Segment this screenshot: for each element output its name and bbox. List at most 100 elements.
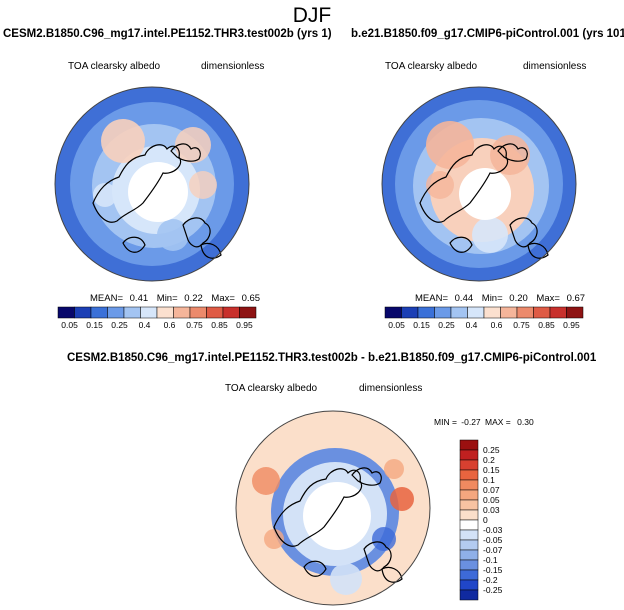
map-region-3	[330, 563, 362, 595]
panel-2-colorbar-tick-0: 0.05	[388, 320, 405, 330]
panel-2-title: b.e21.B1850.f09_g17.CMIP6-piControl.001 …	[351, 28, 624, 40]
panel-1-colorbar-swatch-11	[239, 306, 257, 319]
map-coastline-3	[527, 242, 549, 259]
panel-2-colorbar-tick-6: 0.85	[538, 320, 555, 330]
panel-2-colorbar-swatch-5	[467, 306, 485, 319]
panel-1-colorbar-tick-6: 0.85	[211, 320, 228, 330]
panel-1-colorbar-swatch-10	[222, 306, 240, 319]
panel-2-colorbar-tick-2: 0.25	[438, 320, 455, 330]
panel-2-colorbar-tick-1: 0.15	[413, 320, 430, 330]
panel-1-colorbar-swatch-1	[74, 306, 92, 319]
panel-3-colorbar-tick-0: 0.25	[483, 445, 500, 455]
map-coastline-0	[92, 144, 182, 223]
panel-3-colorbar-swatch-11	[459, 549, 479, 561]
panel-3-colorbar-tick-10: -0.07	[483, 545, 503, 555]
map-region-1	[175, 127, 211, 163]
map-region-1	[490, 135, 530, 175]
panel-1-colorbar-swatch-6	[156, 306, 174, 319]
panel-2-colorbar-swatch-10	[549, 306, 567, 319]
map-region-4	[264, 529, 284, 549]
map-border	[54, 86, 250, 282]
panel-3-colorbar-tick-14: -0.25	[483, 585, 503, 595]
panel-2-colorbar-swatch-3	[434, 306, 452, 319]
panel-3-colorbar-swatch-14	[459, 579, 479, 591]
panel-2-colorbar-tick-5: 0.75	[513, 320, 530, 330]
panel-3-colorbar-swatch-6	[459, 499, 479, 511]
panel-1-colorbar-swatch-7	[173, 306, 191, 319]
panel-3-stats: MIN = -0.27 MAX = 0.30	[434, 417, 534, 427]
panel-3-colorbar-swatch-8	[459, 519, 479, 531]
map-coastline-2	[509, 217, 538, 248]
map-region-2	[426, 171, 454, 199]
panel-3-min-label: MIN =	[434, 417, 457, 427]
map-coastline-4	[303, 560, 327, 577]
panel-3-colorbar-tick-9: -0.05	[483, 535, 503, 545]
panel-1-colorbar-swatch-2	[90, 306, 108, 319]
panel-3-title: CESM2.B1850.C96_mg17.intel.PE1152.THR3.t…	[67, 352, 597, 364]
panel-2-colorbar-swatch-2	[417, 306, 435, 319]
panel-3-max: 0.30	[517, 417, 534, 427]
panel-3-colorbar-tick-3: 0.1	[483, 475, 495, 485]
panel-1-colorbar-tick-2: 0.25	[111, 320, 128, 330]
panel-3-colorbar-tick-1: 0.2	[483, 455, 495, 465]
panel-3-colorbar-swatch-7	[459, 509, 479, 521]
panel-1-colorbar-tick-5: 0.75	[186, 320, 203, 330]
map-coastline-3	[200, 242, 222, 259]
map-region-5	[372, 527, 396, 551]
panel-1-colorbar-swatch-5	[140, 306, 158, 319]
panel-1-units: dimensionless	[201, 61, 265, 72]
panel-1-colorbar-swatch-8	[189, 306, 207, 319]
panel-2-colorbar-tick-3: 0.4	[466, 320, 478, 330]
panel-3-colorbar-swatch-3	[459, 469, 479, 481]
panel-3-max-label: MAX =	[485, 417, 511, 427]
panel-1-field-label: TOA clearsky albedo	[68, 61, 161, 72]
map-polar-cap	[128, 162, 188, 222]
panel-1-map	[54, 86, 250, 282]
panel-1-colorbar-tick-1: 0.15	[86, 320, 103, 330]
panel-1-max-label: Max=	[211, 293, 235, 304]
map-coastline-0	[273, 468, 363, 547]
map-polar-cap	[303, 482, 371, 550]
panel-2-stats: MEAN= 0.44 Min= 0.20 Max= 0.67	[415, 293, 585, 304]
panel-3-colorbar-tick-12: -0.15	[483, 565, 503, 575]
panel-1-min-label: Min=	[156, 293, 178, 304]
panel-3-colorbar-tick-11: -0.1	[483, 555, 498, 565]
panel-3-colorbar-swatch-12	[459, 559, 479, 571]
panel-3-colorbar-swatch-5	[459, 489, 479, 501]
map-coastline-4	[449, 236, 473, 253]
panel-3-colorbar-swatch-15	[459, 589, 479, 601]
map-coastline-1	[351, 467, 382, 486]
panel-2-colorbar-swatch-8	[516, 306, 534, 319]
map-polar-cap	[459, 168, 511, 220]
panel-3-colorbar-swatch-1	[459, 449, 479, 461]
panel-2-min: 0.20	[509, 293, 528, 304]
panel-1-mean-label: MEAN=	[90, 293, 123, 304]
panel-2-colorbar: 0.05 0.15 0.25 0.4 0.6 0.75 0.85 0.95	[384, 306, 584, 330]
map-region-0	[252, 467, 280, 495]
panel-3-colorbar-tick-4: 0.07	[483, 485, 500, 495]
map-coastline-1	[497, 143, 528, 162]
panel-1-colorbar-tick-0: 0.05	[61, 320, 78, 330]
panel-1-min: 0.22	[184, 293, 203, 304]
panel-3-colorbar-swatch-4	[459, 479, 479, 491]
panel-2-map	[381, 86, 577, 282]
panel-2-colorbar-swatch-6	[483, 306, 501, 319]
panel-1-colorbar-tick-4: 0.6	[164, 320, 176, 330]
panel-2-colorbar-swatch-11	[566, 306, 584, 319]
panel-2-max: 0.67	[566, 293, 586, 304]
panel-2-field-label: TOA clearsky albedo	[385, 61, 478, 72]
panel-3-colorbar-tick-7: 0	[483, 515, 488, 525]
panel-3-colorbar: 0.250.20.150.10.070.050.030-0.03-0.05-0.…	[459, 439, 503, 601]
panel-1-colorbar-swatch-3	[107, 306, 125, 319]
map-coastline-3	[381, 566, 403, 583]
panel-2-mean: 0.44	[454, 293, 474, 304]
panel-3-colorbar-swatch-9	[459, 529, 479, 541]
panel-3-colorbar-tick-6: 0.03	[483, 505, 500, 515]
panel-1-colorbar-swatch-4	[123, 306, 141, 319]
map-border	[235, 410, 431, 606]
map-region-3	[93, 183, 117, 207]
map-region-2	[384, 459, 404, 479]
panel-3-colorbar-swatch-13	[459, 569, 479, 581]
panel-2-max-label: Max=	[536, 293, 560, 304]
panel-2-colorbar-swatch-0	[384, 306, 402, 319]
